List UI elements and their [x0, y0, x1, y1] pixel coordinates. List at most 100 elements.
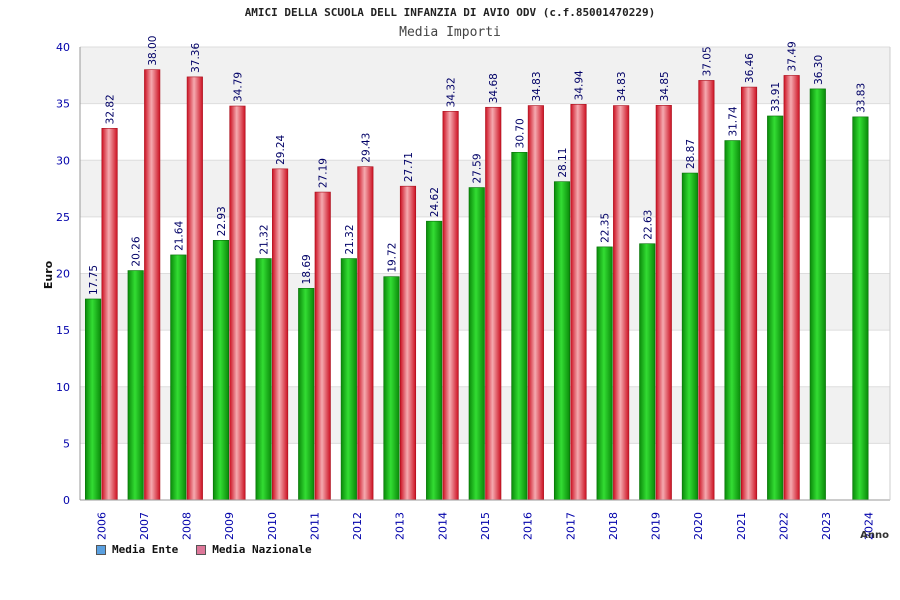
x-tick-label-2017: 2017: [564, 512, 577, 540]
x-tick-label-2006: 2006: [95, 512, 108, 540]
bar-media-ente-2012: [340, 258, 357, 501]
x-tick-label-2013: 2013: [394, 512, 407, 540]
x-tick-label-2014: 2014: [436, 512, 449, 540]
value-label-media-ente-2013: 19.72: [386, 243, 398, 273]
value-label-media-ente-2024: 33.83: [855, 83, 867, 113]
legend-item-media-nazionale: Media Nazionale: [196, 543, 312, 556]
value-label-media-nazionale-2011: 27.19: [318, 158, 330, 188]
bar-media-nazionale-2010: [272, 168, 289, 501]
y-tick-label: 10: [56, 381, 70, 394]
x-tick-label-2007: 2007: [138, 512, 151, 540]
chart-subtitle: Media Importi: [399, 25, 501, 40]
bar-media-ente-2022: [767, 115, 784, 501]
bar-media-ente-2014: [426, 220, 443, 501]
value-label-media-ente-2010: 21.32: [259, 224, 271, 254]
value-label-media-ente-2017: 28.11: [557, 148, 569, 178]
bar-media-ente-2009: [212, 240, 230, 501]
bar-media-ente-2013: [383, 276, 400, 501]
y-tick-label: 30: [56, 154, 70, 167]
value-label-media-nazionale-2020: 37.05: [701, 46, 713, 76]
bar-media-ente-2018: [596, 246, 613, 501]
value-label-media-ente-2020: 28.87: [685, 139, 697, 169]
x-tick-label-2012: 2012: [351, 512, 364, 540]
legend: Media Ente Media Nazionale: [96, 543, 312, 556]
value-label-media-nazionale-2007: 38.00: [147, 36, 159, 66]
value-label-media-ente-2022: 33.91: [770, 82, 782, 112]
legend-swatch-media-ente: [96, 544, 106, 555]
value-label-media-ente-2019: 22.63: [642, 210, 654, 240]
bars: [85, 69, 869, 501]
y-tick-label: 0: [63, 494, 70, 507]
bar-media-nazionale-2017: [570, 104, 587, 501]
bar-media-nazionale-2013: [399, 185, 417, 501]
value-label-media-ente-2009: 22.93: [216, 206, 228, 236]
value-label-media-ente-2006: 17.75: [88, 265, 100, 295]
value-label-media-ente-2021: 31.74: [728, 106, 740, 136]
value-label-media-nazionale-2012: 29.43: [360, 133, 372, 163]
chart-title: AMICI DELLA SCUOLA DELL INFANZIA DI AVIO…: [244, 6, 656, 19]
x-tick-labels: 2006 2007 2008 2009 2010 2011 2012 2013 2014 2015…: [95, 512, 875, 540]
legend-label-media-ente: Media Ente: [112, 543, 179, 556]
y-tick-label: 5: [63, 437, 70, 450]
axes: [79, 47, 891, 501]
bar-media-nazionale-2016: [527, 105, 544, 501]
x-tick-label-2008: 2008: [181, 512, 194, 540]
value-label-media-ente-2011: 18.69: [301, 254, 313, 284]
bar-media-ente-2010: [255, 258, 272, 501]
bar-media-ente-2011: [298, 288, 315, 501]
bar-media-nazionale-2018: [613, 105, 630, 501]
x-tick-label-2019: 2019: [650, 512, 663, 540]
bar-media-nazionale-2022: [783, 75, 800, 501]
value-label-media-ente-2023: 36.30: [813, 55, 825, 85]
x-tick-label-2022: 2022: [777, 512, 790, 540]
x-tick-label-2018: 2018: [607, 512, 620, 540]
bar-media-ente-2017: [553, 181, 571, 501]
y-tick-label: 40: [56, 41, 70, 54]
bar-media-nazionale-2015: [485, 106, 502, 501]
x-tick-label-2011: 2011: [308, 512, 321, 540]
bar-media-nazionale-2019: [655, 105, 672, 501]
value-label-media-ente-2008: 21.64: [173, 221, 185, 251]
bar-media-nazionale-2009: [229, 105, 246, 501]
y-axis-label: Euro: [42, 260, 55, 289]
value-label-media-nazionale-2019: 34.85: [659, 71, 671, 101]
y-tick-label: 35: [56, 98, 70, 111]
bar-media-nazionale-2011: [314, 191, 331, 501]
value-label-media-ente-2012: 21.32: [344, 224, 356, 254]
value-label-media-ente-2015: 27.59: [472, 153, 484, 183]
bar-media-ente-2021: [724, 140, 741, 501]
value-label-media-nazionale-2013: 27.71: [403, 152, 415, 182]
value-label-media-nazionale-2018: 34.83: [616, 71, 628, 101]
x-tick-label-2024: 2024: [863, 512, 876, 540]
value-label-media-ente-2007: 20.26: [131, 236, 143, 266]
value-label-media-ente-2014: 24.62: [429, 187, 441, 217]
value-label-media-nazionale-2015: 34.68: [488, 73, 500, 103]
value-label-media-ente-2016: 30.70: [514, 118, 526, 148]
bar-media-nazionale-2007: [144, 69, 161, 501]
bar-media-ente-2023: [809, 88, 826, 501]
legend-swatch-media-nazionale: [196, 544, 207, 555]
bar-media-ente-2020: [681, 172, 698, 501]
bar-media-nazionale-2021: [740, 86, 758, 501]
bar-media-nazionale-2020: [698, 80, 715, 501]
bar-media-ente-2016: [511, 152, 528, 501]
value-label-media-ente-2018: 22.35: [600, 213, 612, 243]
y-tick-label: 15: [56, 324, 70, 337]
legend-label-media-nazionale: Media Nazionale: [212, 543, 312, 556]
value-labels: 17.75 32.82 20.26 38.00 21.64 37.36 22.93 34.79…: [88, 36, 867, 295]
bar-media-nazionale-2008: [186, 76, 203, 501]
bar-media-ente-2006: [85, 298, 102, 501]
value-label-media-nazionale-2014: 34.32: [446, 77, 458, 107]
bar-media-nazionale-2014: [442, 111, 459, 501]
x-tick-label-2015: 2015: [479, 512, 492, 540]
x-tick-label-2020: 2020: [692, 512, 705, 540]
value-label-media-nazionale-2016: 34.83: [531, 71, 543, 101]
value-label-media-nazionale-2010: 29.24: [275, 134, 287, 164]
bar-media-ente-2015: [468, 187, 485, 501]
bar-media-ente-2024: [852, 116, 869, 501]
bar-media-ente-2019: [639, 243, 656, 501]
y-tick-label: 20: [56, 268, 70, 281]
x-tick-label-2010: 2010: [266, 512, 279, 540]
